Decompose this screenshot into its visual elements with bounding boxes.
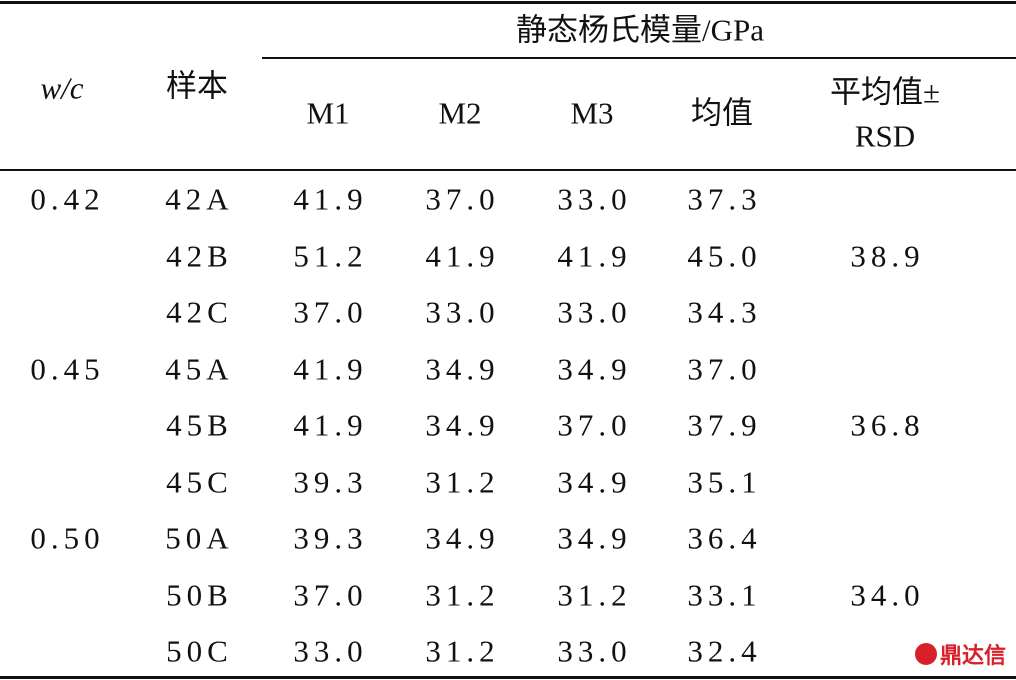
column-header: M3 — [570, 95, 614, 131]
value-cell: 39.3 — [293, 464, 368, 499]
value-cell: 36.4 — [687, 520, 762, 556]
sample-cell: 42A — [165, 181, 234, 217]
sample-cell: 50C — [166, 633, 233, 669]
value-cell: 34.3 — [687, 294, 762, 330]
value-cell: 34.9 — [425, 407, 500, 443]
value-cell: 31.2 — [425, 633, 500, 669]
value-cell: 34.9 — [557, 351, 632, 386]
value-cell: 37.0 — [687, 351, 762, 386]
column-header: M2 — [438, 95, 482, 131]
summary-header: 平均值± — [829, 74, 941, 110]
value-cell: 41.9 — [557, 238, 632, 273]
value-cell: 37.0 — [557, 407, 632, 443]
value-cell: 37.9 — [687, 407, 762, 443]
value-cell: 37.0 — [425, 181, 500, 217]
sample-header: 样本 — [166, 68, 228, 104]
sample-cell: 50A — [165, 520, 234, 556]
summary-cell: 38.9 — [850, 238, 925, 273]
value-cell: 45.0 — [687, 238, 762, 273]
sample-cell: 50B — [166, 577, 233, 612]
summary-header: RSD — [854, 118, 916, 154]
bottom-rule — [0, 676, 1016, 679]
sample-cell: 45C — [166, 464, 233, 499]
sample-cell: 45B — [166, 407, 233, 443]
summary-cell: 34.0 — [850, 577, 925, 612]
value-cell: 33.0 — [557, 181, 632, 217]
top-rule — [0, 1, 1016, 4]
watermark-text: 鼎达信 — [939, 644, 1006, 669]
value-cell: 31.2 — [425, 577, 500, 612]
sample-cell: 45A — [165, 351, 234, 386]
value-cell: 34.9 — [425, 351, 500, 386]
value-cell: 34.9 — [557, 464, 632, 499]
value-cell: 31.2 — [425, 464, 500, 499]
value-cell: 37.0 — [293, 294, 368, 330]
value-cell: 41.9 — [425, 238, 500, 273]
value-cell: 33.0 — [293, 633, 368, 669]
value-cell: 31.2 — [557, 577, 632, 612]
value-cell: 33.0 — [557, 294, 632, 330]
value-cell: 32.4 — [687, 633, 762, 669]
group-rule — [262, 57, 1016, 59]
value-cell: 34.9 — [425, 520, 500, 556]
watermark: 鼎达信 — [914, 638, 1006, 670]
column-header: 均值 — [691, 95, 753, 131]
summary-cell: 36.8 — [850, 407, 925, 443]
value-cell: 34.9 — [557, 520, 632, 556]
wc-cell: 0.50 — [30, 520, 105, 556]
value-cell: 33.0 — [557, 633, 632, 669]
value-cell: 41.9 — [293, 407, 368, 443]
value-cell: 37.0 — [293, 577, 368, 612]
column-header: M1 — [306, 95, 350, 131]
value-cell: 39.3 — [293, 520, 368, 556]
watermark-icon — [914, 643, 937, 665]
value-cell: 35.1 — [687, 464, 762, 499]
value-cell: 51.2 — [293, 238, 368, 273]
value-cell: 33.0 — [425, 294, 500, 330]
header-rule — [0, 169, 1016, 171]
wc-cell: 0.42 — [30, 181, 105, 217]
value-cell: 33.1 — [687, 577, 762, 612]
value-cell: 37.3 — [687, 181, 762, 217]
group-header: 静态杨氏模量/GPa — [516, 12, 764, 48]
value-cell: 41.9 — [293, 351, 368, 386]
value-cell: 41.9 — [293, 181, 368, 217]
wc-header: w/c — [40, 70, 84, 106]
sample-cell: 42B — [166, 238, 233, 273]
wc-cell: 0.45 — [30, 351, 105, 386]
sample-cell: 42C — [166, 294, 233, 330]
